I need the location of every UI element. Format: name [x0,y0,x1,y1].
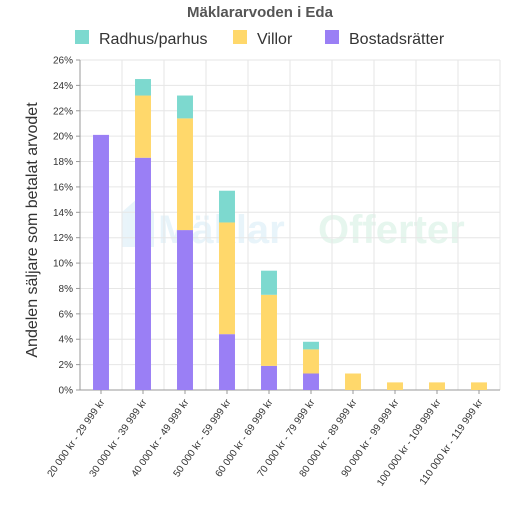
bar-segment-villor[interactable] [177,118,193,231]
legend-swatch [325,30,339,44]
bar-segment-villor[interactable] [219,222,235,335]
legend-swatch [233,30,247,44]
bar-segment-radhus-parhus[interactable] [219,190,235,223]
chart-title: Mäklararvoden i Eda [187,4,334,21]
watermark-text-2: Offerter [318,208,465,252]
y-tick-label: 2% [59,360,74,371]
y-tick-label: 12% [53,233,73,244]
bar-segment-bostadsr-tter[interactable] [261,365,277,390]
y-axis-ticks: 0% 2% 4% 6% 8% 10% 12% 14% 16% 18% 20% 22% 24% 26% [53,56,80,397]
bars [93,79,487,390]
bar-segment-bostadsr-tter[interactable] [219,334,235,390]
bar-segment-bostadsr-tter[interactable] [135,157,151,390]
legend-item-label[interactable]: Villor [257,31,293,48]
y-tick-label: 8% [59,284,74,295]
bar-segment-villor[interactable] [303,349,319,374]
legend-item-label[interactable]: Bostadsrätter [349,31,445,48]
y-tick-label: 0% [59,386,74,397]
bar-segment-radhus-parhus[interactable] [177,95,193,119]
bar-segment-radhus-parhus[interactable] [135,79,151,96]
y-tick-label: 20% [53,132,73,143]
y-tick-label: 18% [53,157,73,168]
legend-item-label[interactable]: Radhus/parhus [99,31,208,48]
y-tick-label: 10% [53,259,73,270]
y-tick-label: 6% [59,309,74,320]
bar-segment-villor[interactable] [429,382,445,390]
watermark: Mäklar Offerter [122,198,465,252]
bar-segment-bostadsr-tter[interactable] [93,134,109,390]
bar-segment-bostadsr-tter[interactable] [303,373,319,391]
bar-segment-radhus-parhus[interactable] [261,270,277,295]
bar-segment-villor[interactable] [135,95,151,158]
y-tick-label: 26% [53,56,73,67]
bar-segment-villor[interactable] [345,373,361,391]
legend-swatch [75,30,89,44]
bar-segment-villor[interactable] [471,382,487,390]
y-tick-label: 16% [53,182,73,193]
y-tick-label: 4% [59,335,74,346]
bar-segment-bostadsr-tter[interactable] [177,230,193,390]
bar-segment-radhus-parhus[interactable] [303,341,319,350]
bar-segment-villor[interactable] [261,294,277,366]
y-tick-label: 24% [53,81,73,92]
legend[interactable]: Radhus/parhus Villor Bostadsrätter [75,30,445,48]
y-tick-label: 22% [53,106,73,117]
y-axis-label: Andelen säljare som betalat arvodet [24,102,41,358]
y-tick-label: 14% [53,208,73,219]
bar-segment-villor[interactable] [387,382,403,390]
